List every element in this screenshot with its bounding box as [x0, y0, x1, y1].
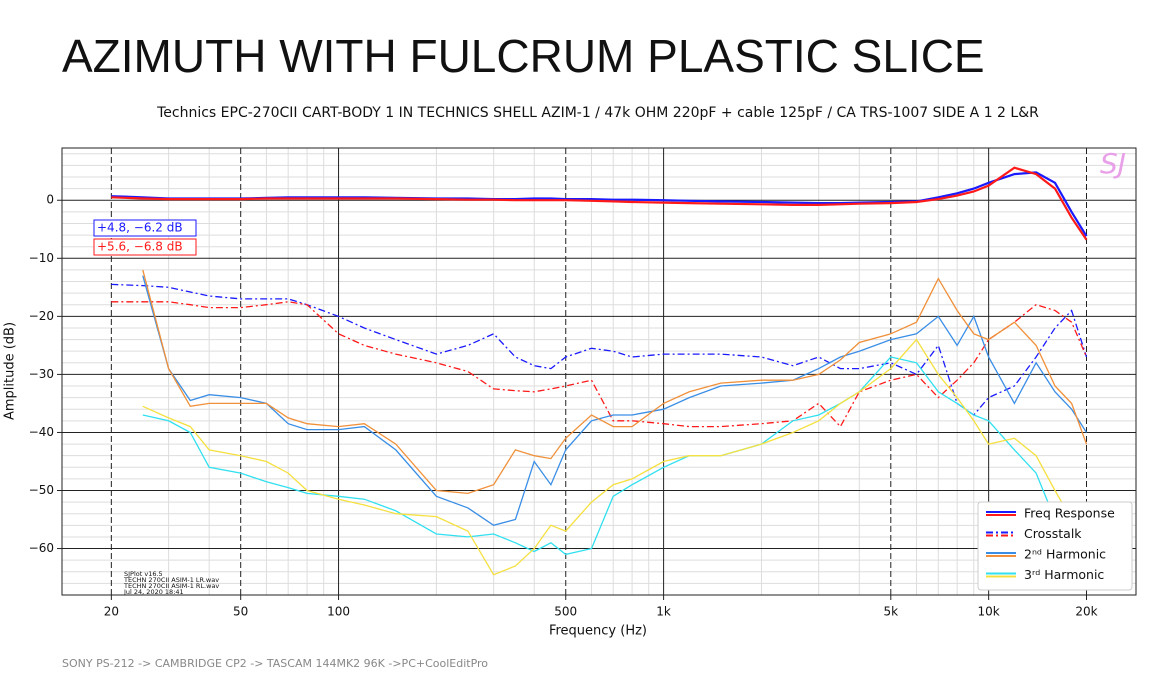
note: Jul 24, 2020 18:41 — [123, 588, 184, 596]
subtitle: Technics EPC-270CII CART-BODY 1 IN TECHN… — [156, 105, 1039, 121]
annotation-box — [93, 238, 197, 256]
series-line — [111, 166, 1088, 241]
series-line — [111, 301, 1088, 428]
x-tick-label: 10k — [978, 605, 1000, 619]
x-tick-label: 100 — [327, 605, 350, 619]
x-axis-label: Frequency (Hz) — [549, 624, 647, 639]
x-tick-label: 1k — [656, 605, 671, 619]
legend-label: Freq Response — [1024, 506, 1115, 521]
legend-box — [977, 501, 1133, 591]
x-tick-label: 500 — [554, 605, 577, 619]
y-tick-label: −60 — [29, 541, 54, 555]
x-tick-label: 5k — [884, 605, 899, 619]
y-tick-label: −10 — [29, 251, 54, 265]
legend-label: 3ʳᵈ Harmonic — [1024, 567, 1104, 582]
annotation-box — [93, 219, 197, 237]
legend-label: 2ⁿᵈ Harmonic — [1024, 547, 1106, 562]
legend-label: Crosstalk — [1024, 526, 1082, 541]
y-tick-label: −50 — [29, 483, 54, 497]
x-tick-label: 20k — [1075, 605, 1097, 619]
note: TECHN 270CII ASIM-1 RL.wav — [123, 582, 219, 590]
y-tick-label: −20 — [29, 309, 54, 323]
series-line — [142, 275, 1088, 527]
y-tick-label: −30 — [29, 367, 54, 381]
series-line — [142, 269, 1088, 495]
y-axis-label: Amplitude (dB) — [3, 322, 18, 420]
note: TECHN 270CII ASIM-1 LR.wav — [123, 576, 219, 584]
y-tick-label: −40 — [29, 425, 54, 439]
annotation: +4.8, −6.2 dB — [97, 221, 183, 235]
series-line — [142, 356, 1073, 556]
y-tick-label: 0 — [46, 193, 54, 207]
x-tick-label: 50 — [233, 605, 248, 619]
series-line — [142, 338, 1073, 576]
series-line — [111, 171, 1088, 237]
watermark: SJ — [1100, 147, 1126, 180]
title: AZIMUTH WITH FULCRUM PLASTIC SLICE — [62, 30, 985, 82]
note: SJPlot v16.5 — [124, 570, 163, 578]
plot-frame — [61, 147, 1137, 596]
x-tick-label: 20 — [104, 605, 119, 619]
footer: SONY PS-212 -> CAMBRIDGE CP2 -> TASCAM 1… — [62, 657, 488, 670]
annotation: +5.6, −6.8 dB — [97, 240, 183, 254]
